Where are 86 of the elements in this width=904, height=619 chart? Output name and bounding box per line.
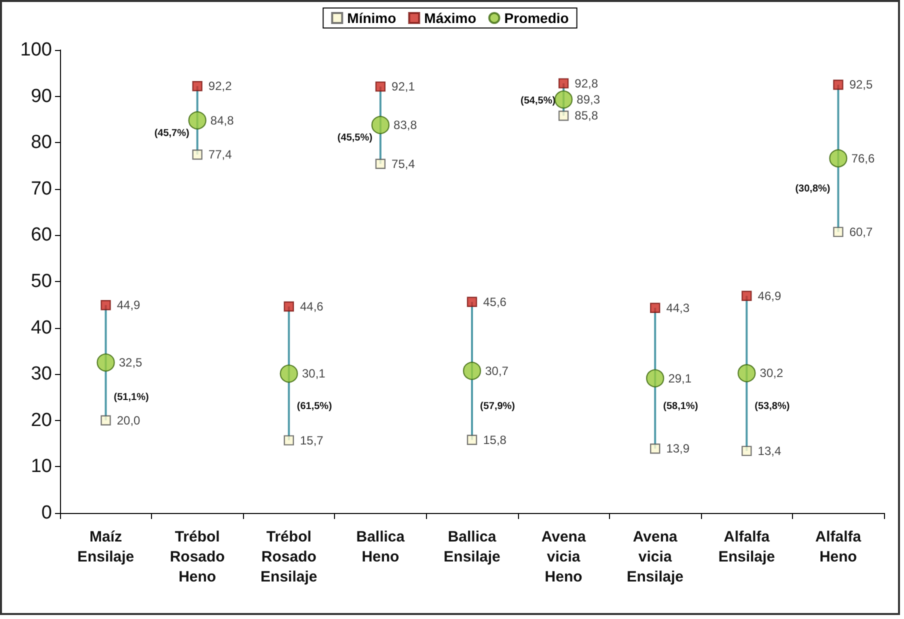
point: [833, 80, 844, 90]
point: [192, 81, 202, 92]
data-label: 77,4: [208, 148, 232, 162]
data-label: 44,9: [116, 298, 141, 312]
data-label: 32,5: [118, 356, 143, 370]
data-label: 13,9: [666, 442, 690, 456]
data-label: 44,6: [300, 300, 324, 314]
legend-label: Máximo: [424, 10, 476, 26]
y-tick-label: 40: [30, 317, 52, 338]
y-tick-label: 50: [30, 271, 52, 292]
x-tick-label: Trébol Rosado Ensilaje: [260, 528, 318, 586]
y-tick-label: 80: [30, 132, 52, 154]
x-tick-label: Avena vicia Heno: [541, 528, 586, 586]
data-label: 83,8: [394, 118, 418, 132]
point: [650, 444, 660, 454]
data-label: 92,5: [849, 78, 874, 92]
data-label: 44,3: [666, 300, 690, 315]
point: [284, 435, 294, 446]
y-tick-label: 10: [30, 456, 52, 478]
point: [558, 78, 569, 88]
point: [462, 362, 482, 380]
data-label: 85,8: [574, 108, 598, 123]
annotation: (45,5%): [337, 132, 372, 144]
data-label: 46,9: [758, 288, 782, 303]
data-label: 15,8: [483, 432, 507, 447]
point: [829, 149, 848, 168]
point: [554, 90, 573, 109]
annotation: (45,7%): [154, 128, 190, 139]
point: [100, 300, 111, 310]
x-tick-label: Alfalfa Heno: [815, 528, 862, 566]
data-label: 92,8: [574, 76, 598, 90]
y-tick-label: 60: [30, 224, 52, 246]
data-label: 30,1: [302, 366, 326, 381]
annotation: (53,8%): [754, 401, 790, 412]
x-tick-label: Avena vicia Ensilaje: [626, 528, 684, 586]
point: [466, 434, 478, 445]
point: [96, 353, 115, 372]
point: [375, 158, 386, 169]
x-tick-label: Alfalfa Ensilaje: [718, 528, 776, 566]
data-label: 60,7: [849, 224, 874, 239]
y-tick-label: 100: [20, 40, 52, 60]
data-label: 76,6: [851, 151, 876, 166]
data-label: 45,6: [483, 294, 507, 309]
y-tick-label: 0: [41, 502, 52, 524]
annotation: (57,9%): [480, 401, 516, 412]
point: [284, 301, 294, 312]
point: [558, 110, 569, 121]
y-tick-label: 70: [30, 178, 52, 200]
annotation: (58,1%): [663, 401, 698, 412]
annotation: (61,5%): [296, 401, 332, 412]
data-label: 29,1: [668, 371, 692, 386]
x-tick-label: Trébol Rosado Heno: [170, 528, 225, 586]
data-label: 20,0: [116, 413, 141, 428]
point: [742, 446, 752, 456]
point: [650, 302, 660, 313]
point: [192, 150, 202, 160]
x-tick-label: Ballica Heno: [356, 528, 406, 566]
point: [100, 415, 111, 426]
point: [188, 111, 206, 130]
data-label: 84,8: [210, 113, 234, 128]
data-label: 30,7: [485, 364, 509, 378]
y-tick-label: 30: [30, 364, 52, 385]
y-tick-label: 20: [30, 410, 52, 431]
data-label: 30,2: [760, 366, 784, 380]
data-label: 75,4: [392, 156, 416, 171]
point: [833, 226, 844, 238]
data-label: 92,2: [208, 79, 232, 94]
point: [280, 364, 298, 383]
annotation: (54,5%): [520, 95, 556, 106]
point: [371, 116, 390, 134]
data-label: 13,4: [758, 444, 782, 458]
legend-label: Promedio: [504, 10, 569, 26]
annotation: (51,1%): [114, 392, 149, 403]
x-tick-label: Maíz Ensilaje: [77, 528, 134, 566]
legend-label: Mínimo: [347, 10, 396, 26]
annotation: (30,8%): [795, 183, 830, 194]
point: [375, 81, 386, 92]
point: [646, 369, 664, 388]
point: [742, 290, 752, 301]
x-tick-label: Ballica Ensilaje: [444, 528, 500, 566]
point: [466, 296, 478, 307]
data-label: 92,1: [392, 80, 416, 94]
data-label: 15,7: [300, 433, 324, 448]
data-label: 89,3: [576, 92, 600, 107]
y-tick-label: 90: [30, 86, 52, 107]
point: [738, 364, 756, 382]
